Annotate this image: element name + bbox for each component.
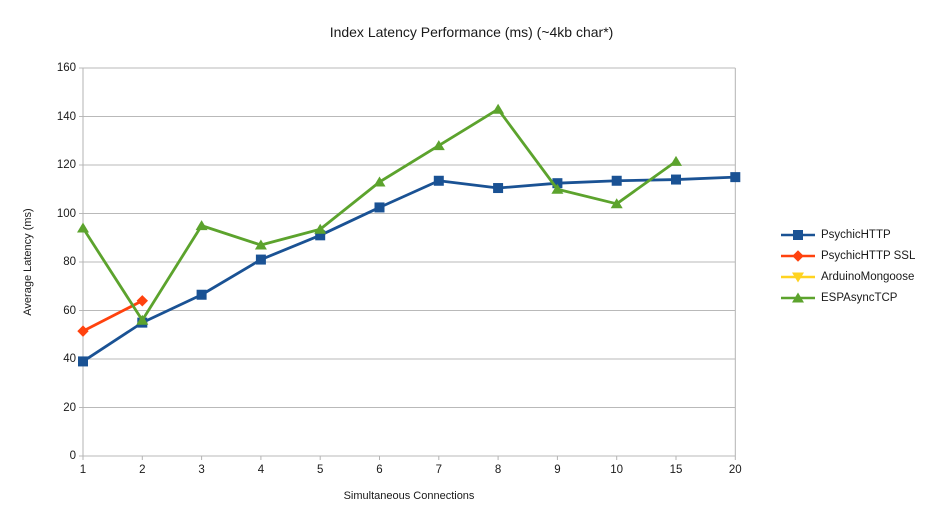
legend-item-psychichttp: PsychicHTTP	[780, 224, 915, 245]
data-point-psychichttp	[671, 174, 681, 185]
data-point-espasynctcp	[77, 222, 89, 233]
x-tick-label: 9	[554, 464, 561, 476]
data-point-espasynctcp	[492, 103, 505, 114]
legend-label: ESPAsyncTCP	[821, 291, 898, 304]
data-point-psychichttp	[730, 172, 741, 183]
legend-square-icon	[781, 229, 815, 240]
data-point-espasynctcp	[314, 223, 327, 234]
x-tick-label: 15	[669, 464, 683, 476]
y-tick-label: 0	[69, 450, 76, 462]
legend-marker-psychichttp	[793, 229, 803, 240]
data-point-espasynctcp	[610, 198, 623, 209]
data-point-psychichttp	[433, 175, 444, 186]
data-point-psychichttp	[552, 178, 563, 189]
y-tick-label: 60	[63, 304, 76, 317]
x-tick-label: 2	[139, 464, 146, 476]
x-tick-label: 4	[257, 464, 265, 476]
y-tick-label: 160	[56, 62, 76, 74]
y-tick-label: 140	[56, 110, 76, 123]
data-point-psychichttp	[78, 356, 88, 367]
legend-label: PsychicHTTP	[821, 228, 891, 241]
y-tick-label: 40	[63, 353, 76, 365]
y-tick-label: 120	[56, 159, 76, 171]
legend: PsychicHTTP PsychicHTTP SSL ArduinoMongoos…	[780, 224, 915, 308]
x-axis-title: Simultaneous Connections	[343, 490, 475, 502]
x-tick-label: 20	[728, 464, 742, 476]
series-espasynctcp	[77, 103, 682, 325]
legend-label: ArduinoMongoose	[821, 270, 915, 283]
series-line-espasynctcp	[81, 107, 677, 322]
data-point-psychichttp	[374, 202, 385, 213]
legend-marker-arduinomongoose	[792, 272, 804, 282]
data-point-espasynctcp	[373, 176, 386, 187]
x-tick-label: 5	[316, 464, 324, 476]
legend-item-espasynctcp: ESPAsyncTCP	[780, 287, 915, 308]
legend-triangle-up-icon	[781, 292, 815, 302]
data-point-psychichttp	[493, 183, 504, 194]
data-point-psychichttp-ssl	[77, 325, 89, 337]
data-point-psychichttp	[315, 230, 326, 241]
data-point-espasynctcp	[432, 140, 445, 151]
series-psychichttp	[78, 172, 741, 367]
chart-title: Index Latency Performance (ms) (~4kb cha…	[329, 24, 614, 40]
data-point-espasynctcp	[195, 220, 208, 231]
y-tick-label: 100	[56, 207, 76, 220]
x-tick-label: 6	[376, 464, 383, 476]
legend-marker-psychichttp-ssl	[792, 249, 804, 262]
legend-marker-espasynctcp	[792, 292, 804, 302]
data-point-psychichttp-ssl	[136, 295, 148, 307]
y-axis-title: Average Latency (ms)	[22, 208, 34, 316]
data-point-espasynctcp	[136, 314, 149, 325]
x-tick-label: 8	[494, 464, 502, 476]
legend-label: PsychicHTTP SSL	[821, 249, 916, 262]
y-tick-label: 80	[63, 256, 76, 268]
x-tick-label: 3	[198, 464, 205, 476]
legend-diamond-icon	[781, 249, 815, 262]
data-point-psychichttp	[255, 254, 266, 265]
x-tick-label: 7	[435, 464, 442, 476]
data-point-espasynctcp	[254, 239, 267, 250]
y-tick-label: 20	[63, 401, 76, 414]
series-line-psychichttp	[82, 175, 736, 363]
data-point-psychichttp	[196, 289, 207, 300]
data-point-espasynctcp	[551, 183, 564, 194]
data-point-psychichttp	[611, 175, 622, 186]
x-tick-label: 1	[79, 464, 87, 476]
data-point-espasynctcp	[670, 155, 682, 166]
legend-triangle-down-icon	[781, 272, 815, 282]
legend-item-arduinomongoose: ArduinoMongoose	[780, 266, 915, 287]
legend-item-psychichttp-ssl: PsychicHTTP SSL	[780, 245, 915, 266]
series-psychichttp-ssl	[77, 295, 148, 337]
x-tick-label: 10	[610, 464, 624, 476]
gridlines	[79, 67, 736, 460]
